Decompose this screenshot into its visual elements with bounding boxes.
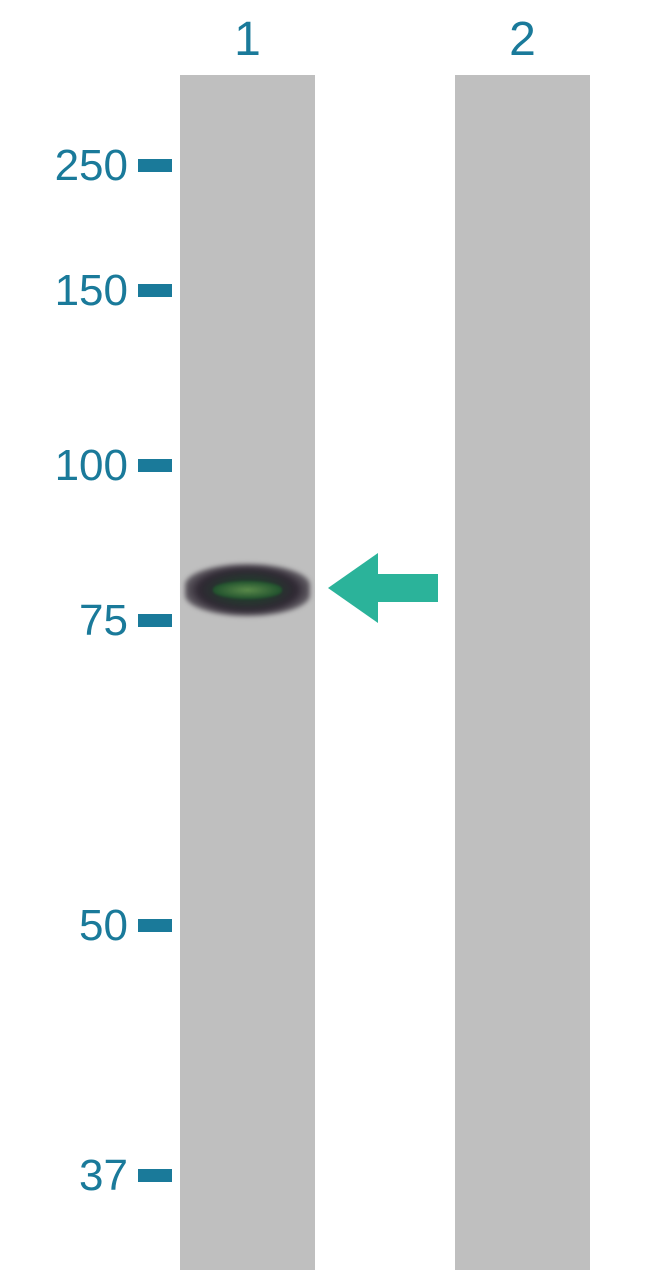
lane-1-label: 1 <box>180 12 315 67</box>
mw-tick-37 <box>138 1169 172 1182</box>
lane-2 <box>455 75 590 1270</box>
mw-label-75: 75 <box>8 596 128 646</box>
mw-label-37: 37 <box>8 1151 128 1201</box>
lane-2-label: 2 <box>455 12 590 67</box>
mw-label-100: 100 <box>8 441 128 491</box>
mw-tick-100 <box>138 459 172 472</box>
arrow-left-icon <box>328 553 378 623</box>
mw-label-50: 50 <box>8 901 128 951</box>
mw-tick-75 <box>138 614 172 627</box>
mw-label-150: 150 <box>8 266 128 316</box>
mw-tick-50 <box>138 919 172 932</box>
protein-band-lane1-core <box>213 581 282 599</box>
band-indicator-arrow <box>328 553 438 623</box>
mw-tick-150 <box>138 284 172 297</box>
mw-label-250: 250 <box>8 141 128 191</box>
lane-1 <box>180 75 315 1270</box>
mw-tick-250 <box>138 159 172 172</box>
arrow-shaft <box>378 574 438 602</box>
